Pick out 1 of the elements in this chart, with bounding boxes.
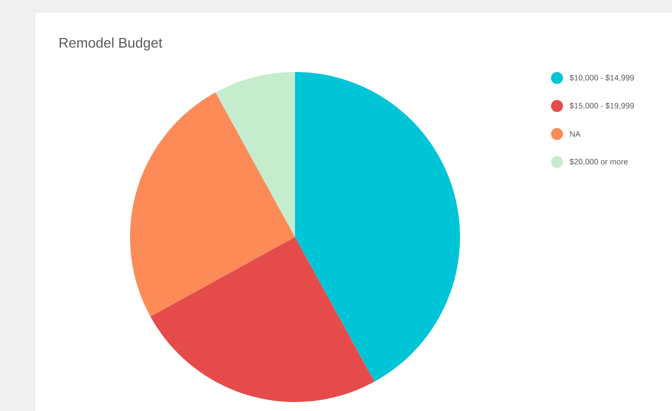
- chart-title: Remodel Budget: [60, 37, 162, 50]
